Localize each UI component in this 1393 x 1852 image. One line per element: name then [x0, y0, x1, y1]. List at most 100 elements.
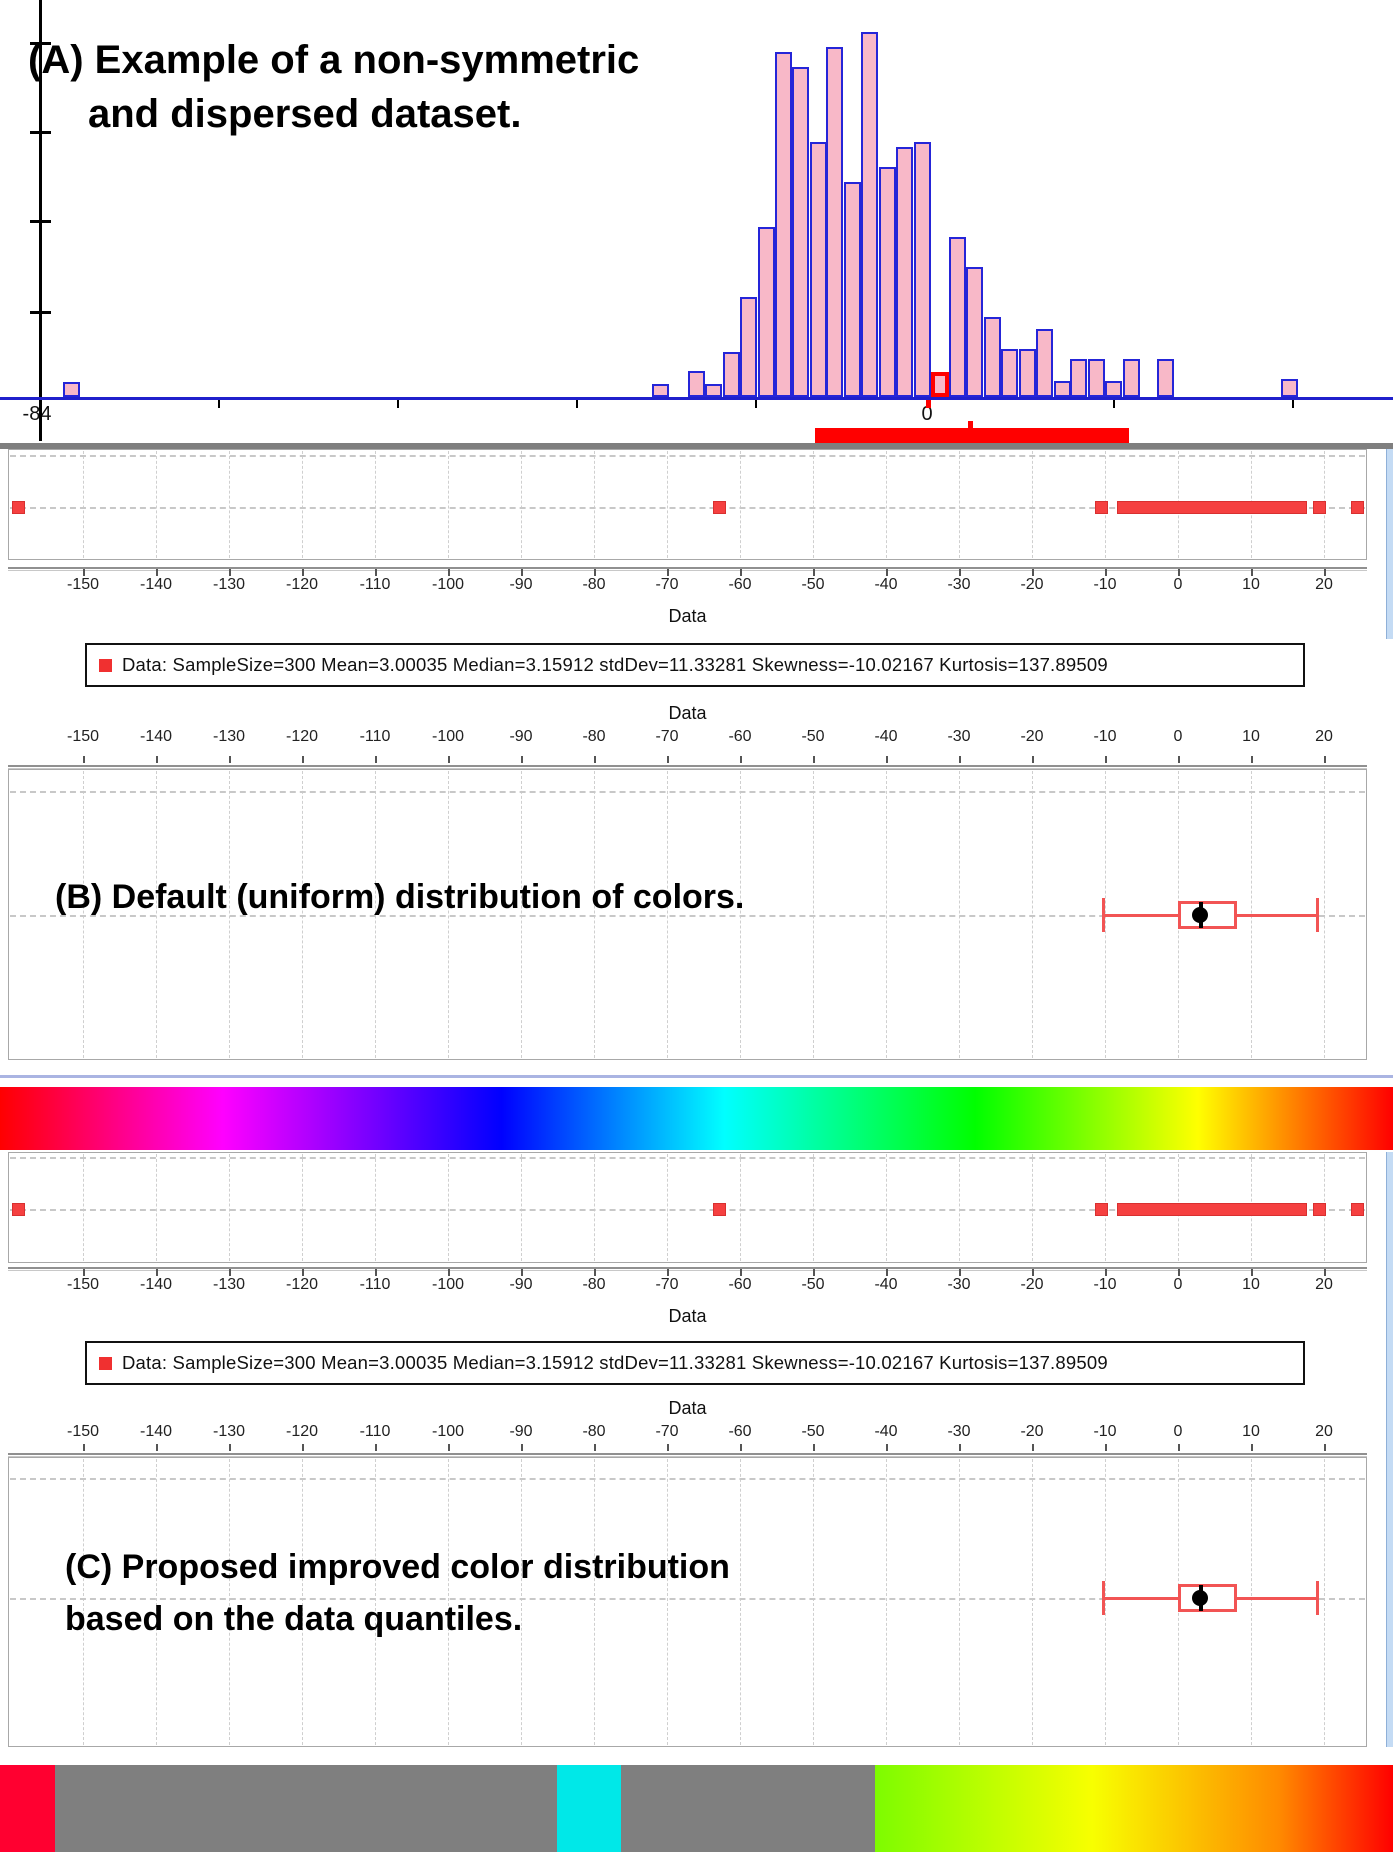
- axis-tick: [1032, 1444, 1034, 1451]
- axis-tick-label: -80: [582, 1423, 606, 1440]
- axis-tick-label: -20: [1020, 576, 1044, 593]
- axis-tick-label: -60: [728, 1276, 752, 1293]
- axis-tick-label: -130: [212, 576, 246, 593]
- axis-title-data-4: Data: [668, 1398, 707, 1418]
- axis-tick-label: -120: [285, 576, 319, 593]
- axis-tick-label: -70: [655, 1423, 679, 1440]
- hist-bar: [844, 182, 862, 397]
- axis-tick: [886, 1444, 888, 1451]
- axis-tick-label: -150: [66, 728, 100, 745]
- axis-tick-label: -50: [801, 1276, 825, 1293]
- axis-tick: [375, 1269, 377, 1276]
- axis-tick: [1251, 1444, 1253, 1451]
- scrollbar-strip-1[interactable]: [1386, 449, 1393, 639]
- axis-tick-label: -20: [1020, 1276, 1044, 1293]
- axis-tick-label: -150: [66, 576, 100, 593]
- strip-panel-1: [8, 449, 1367, 560]
- axis-tick-label: -60: [728, 1423, 752, 1440]
- hist-bar: [1157, 359, 1174, 397]
- hist-x-tick: [755, 400, 757, 408]
- legend-text-2: Data: SampleSize=300 Mean=3.00035 Median…: [122, 1352, 1108, 1373]
- axis-tick-label: -20: [1020, 1423, 1044, 1440]
- axis-tick-label: 10: [1242, 1276, 1260, 1293]
- axis-tick-label: -60: [728, 576, 752, 593]
- axis-line: [8, 765, 1367, 767]
- axis-tick: [813, 756, 815, 763]
- hist-bar: [1280, 379, 1298, 397]
- axis-line-2: [8, 1270, 1367, 1271]
- axis-tick: [1105, 569, 1107, 576]
- axis-tick-label: -140: [139, 728, 173, 745]
- axis-tick-label: -80: [582, 1276, 606, 1293]
- axis-tick-label: -80: [582, 728, 606, 745]
- axis-tick: [1032, 569, 1034, 576]
- axis-title-data-2: Data: [668, 703, 707, 723]
- axis-tick: [448, 756, 450, 763]
- axis-tick: [886, 756, 888, 763]
- axis-tick: [156, 756, 158, 763]
- hist-bar: [1035, 329, 1053, 397]
- histogram-bars: [0, 0, 1393, 398]
- axis-tick-label: -150: [66, 1423, 100, 1440]
- axis-line: [8, 567, 1367, 569]
- hist-bar: [1053, 381, 1071, 397]
- boxplot-panel-c: [8, 1457, 1367, 1747]
- axis-tick: [448, 1444, 450, 1451]
- axis-tick: [740, 756, 742, 763]
- axis-tick-label: -30: [947, 1423, 971, 1440]
- axis-tick: [740, 1444, 742, 1451]
- caption-c-line1: (C) Proposed improved color distribution: [65, 1548, 730, 1586]
- axis-tick: [667, 1444, 669, 1451]
- axis-tick: [1178, 756, 1180, 763]
- axis-tick: [959, 1269, 961, 1276]
- axis-tick-label: -40: [874, 1276, 898, 1293]
- axis-tick-label: -140: [139, 576, 173, 593]
- axis-tick-label: -60: [728, 728, 752, 745]
- legend-swatch-icon: [99, 658, 112, 672]
- axis-tick-label: -50: [801, 576, 825, 593]
- axis-tick: [302, 756, 304, 763]
- axis-tick: [1251, 756, 1253, 763]
- axis-tick-label: -10: [1093, 1276, 1117, 1293]
- axis-line: [8, 1267, 1367, 1269]
- axis-tick-label: -130: [212, 1423, 246, 1440]
- axis-tick-label: 20: [1315, 1276, 1333, 1293]
- legend-text-1: Data: SampleSize=300 Mean=3.00035 Median…: [122, 654, 1108, 675]
- axis-tick-label: -70: [655, 1276, 679, 1293]
- axis-tick-label: -70: [655, 728, 679, 745]
- hist-bar: [896, 147, 914, 397]
- axis-tick: [1105, 756, 1107, 763]
- axis-tick: [1324, 569, 1326, 576]
- axis-tick: [959, 756, 961, 763]
- axis-tick-label: 0: [1173, 1423, 1183, 1440]
- colorbar-segment: [621, 1765, 875, 1852]
- hist-range-bar: [815, 428, 1129, 443]
- scrollbar-strip-2[interactable]: [1386, 1152, 1393, 1747]
- axis-line-2: [8, 570, 1367, 571]
- hist-x-tick: [1113, 400, 1115, 408]
- axis-tick-label: 0: [1173, 576, 1183, 593]
- strip-panel-2: [8, 1152, 1367, 1263]
- axis-tick: [1324, 1269, 1326, 1276]
- axis-tick: [594, 1269, 596, 1276]
- axis-tick-label: -100: [431, 728, 465, 745]
- axis-tick-label: -110: [359, 576, 391, 593]
- axis-tick-label: -120: [285, 1276, 319, 1293]
- axis-tick-label: -30: [947, 576, 971, 593]
- axis-tick-label: 20: [1315, 728, 1333, 745]
- axis-tick-label: -10: [1093, 1423, 1117, 1440]
- axis-tick: [302, 1269, 304, 1276]
- axis-tick: [667, 1269, 669, 1276]
- axis-tick: [594, 756, 596, 763]
- axis-tick: [156, 569, 158, 576]
- axis-tick-label: -90: [509, 1423, 533, 1440]
- hist-bar: [948, 237, 966, 397]
- hist-baseline: [0, 397, 1393, 400]
- axis-title-data-3: Data: [668, 1306, 707, 1326]
- axis-tick-label: -10: [1093, 728, 1117, 745]
- axis-tick: [448, 569, 450, 576]
- axis-tick-label: -120: [285, 728, 319, 745]
- axis-tick-label: -70: [655, 576, 679, 593]
- hist-label-left: -84: [22, 403, 52, 425]
- axis-tick: [1324, 756, 1326, 763]
